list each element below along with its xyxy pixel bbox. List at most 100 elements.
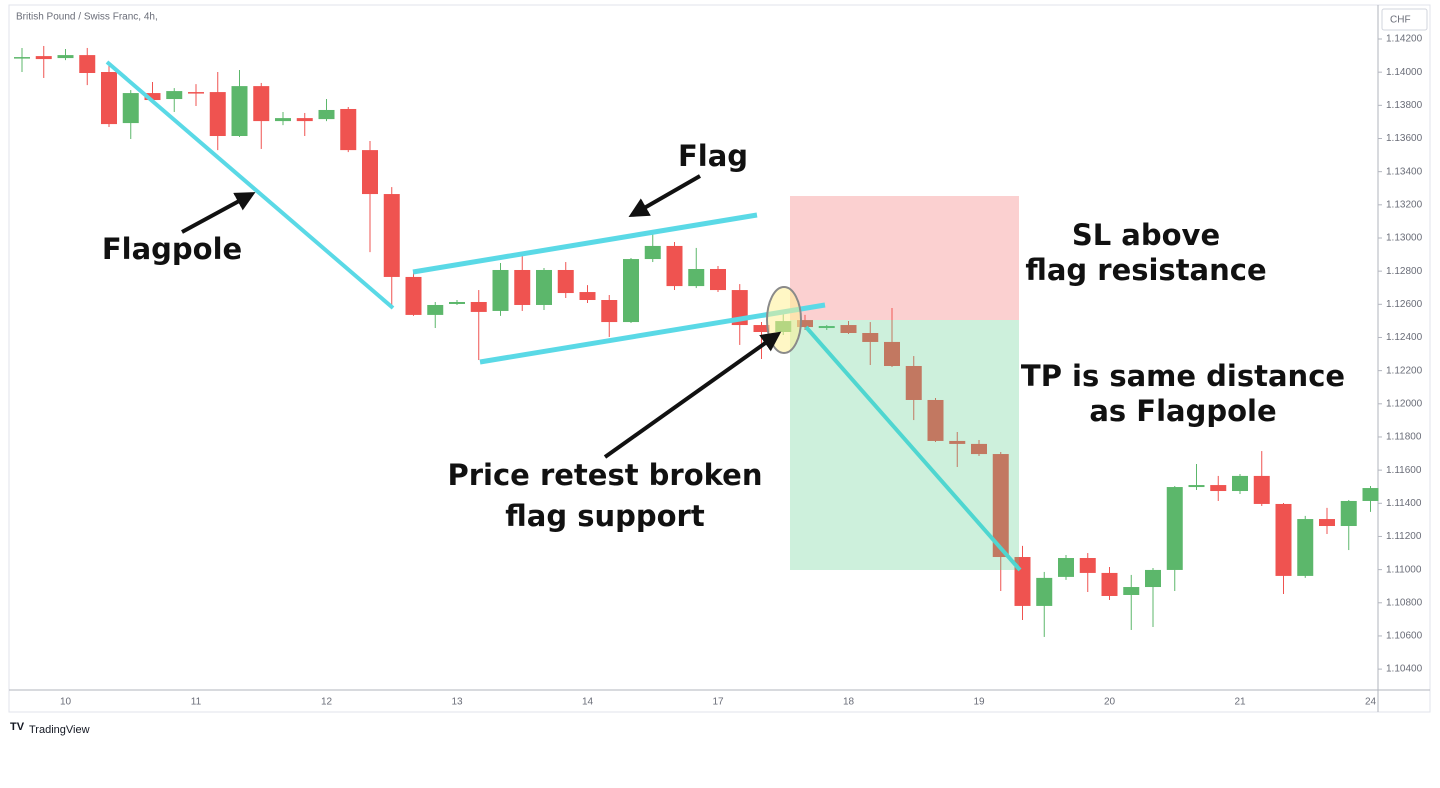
candle-body [1253, 475, 1270, 504]
candle-body [296, 118, 313, 122]
flag-resistance [412, 212, 758, 275]
y-tick-label: 1.12400 [1386, 332, 1423, 343]
y-tick-label: 1.12200 [1386, 365, 1423, 376]
x-tick-label: 20 [1104, 697, 1116, 708]
annotation: flag support [505, 499, 705, 533]
x-tick-label: 19 [973, 697, 985, 708]
x-tick-label: 18 [843, 697, 855, 708]
y-tick-label: 1.11400 [1386, 498, 1422, 509]
candle-body [514, 269, 531, 305]
candle-body [405, 276, 422, 315]
candle-body [1166, 487, 1183, 570]
candle-body [601, 300, 618, 323]
candle-body [35, 56, 52, 60]
retest-circle [766, 286, 802, 354]
y-tick-label: 1.13800 [1386, 100, 1423, 111]
candle-body [1188, 485, 1205, 488]
candle-body [122, 93, 139, 124]
candle-body [1297, 519, 1314, 576]
candle-body [753, 325, 770, 333]
candle-body [992, 454, 1009, 558]
y-tick-label: 1.14000 [1386, 67, 1423, 78]
candle-body [383, 194, 400, 277]
candle-body [688, 268, 705, 287]
x-tick-label: 14 [582, 697, 594, 708]
y-tick-label: 1.12000 [1386, 398, 1423, 409]
candle-body [427, 304, 444, 315]
annotation: SL above [1072, 218, 1220, 252]
x-tick-label: 17 [712, 697, 724, 708]
candle-body [1232, 475, 1248, 492]
annotation: flag resistance [1025, 253, 1266, 287]
candle-body [862, 332, 879, 342]
candle-body [927, 399, 944, 441]
candle-body [1362, 488, 1379, 501]
candle-body [79, 55, 96, 73]
annotation: Flag [678, 139, 748, 173]
candle-body [188, 92, 204, 94]
drawings [105, 60, 1022, 572]
logo: TV [10, 721, 25, 733]
candle-body [1340, 500, 1357, 527]
annotation: TP is same distance [1021, 359, 1345, 393]
candle-body [14, 57, 30, 59]
candle-body [209, 92, 226, 137]
currency-box [1381, 8, 1428, 31]
candle-body [1036, 577, 1053, 606]
candle-body [1079, 558, 1096, 573]
x-tick-label: 24 [1365, 697, 1377, 708]
flagpole-line [105, 60, 395, 310]
candle-body [1275, 503, 1292, 576]
candle-body [1058, 558, 1074, 577]
y-tick-label: 1.12600 [1386, 299, 1423, 310]
y-tick-label: 1.13600 [1386, 133, 1423, 144]
candle-body [1210, 485, 1227, 492]
x-tick-label: 10 [60, 697, 72, 708]
candle-body [536, 269, 552, 305]
y-tick-label: 1.11600 [1386, 465, 1422, 476]
candle-body [1123, 587, 1140, 595]
annotation: as Flagpole [1089, 394, 1276, 428]
watermark: TradingView [29, 724, 90, 736]
candle-body [623, 259, 639, 323]
y-tick-label: 1.12800 [1386, 266, 1423, 277]
candle-body [449, 301, 465, 304]
candle-body [57, 55, 74, 59]
candle-body [144, 93, 161, 101]
candle-body [666, 245, 683, 287]
candle-body [231, 86, 248, 137]
arrow [181, 192, 256, 234]
candle-body [971, 443, 987, 455]
candle-body [470, 301, 487, 312]
y-tick-label: 1.10600 [1386, 631, 1423, 642]
annotation: Flagpole [102, 232, 242, 266]
candle-body [1101, 572, 1118, 596]
candle-body [644, 245, 661, 260]
annotation: Price retest broken [448, 458, 763, 492]
candle-body [710, 268, 726, 291]
candle-body [492, 269, 509, 311]
candle-body [1145, 569, 1161, 588]
candle-body [818, 326, 835, 329]
candle-body [840, 325, 857, 333]
candle-body [362, 150, 378, 195]
candle-body [318, 109, 335, 120]
currency: CHF [1390, 15, 1411, 26]
frame [8, 4, 1431, 713]
arrow [603, 331, 782, 459]
y-tick-label: 1.11000 [1386, 564, 1422, 575]
y-tick-label: 1.10800 [1386, 597, 1423, 608]
candle-body [253, 86, 270, 122]
x-tick-label: 11 [191, 697, 202, 708]
y-tick-label: 1.13400 [1386, 166, 1423, 177]
y-tick-label: 1.11800 [1386, 432, 1422, 443]
candle-body [1319, 519, 1335, 527]
y-tick-label: 1.14200 [1386, 34, 1423, 45]
candle-body [275, 118, 291, 122]
candle-body [905, 365, 922, 400]
candle-body [949, 440, 966, 444]
x-tick-label: 13 [451, 697, 463, 708]
arrow [628, 174, 701, 217]
candle-body [579, 292, 596, 301]
